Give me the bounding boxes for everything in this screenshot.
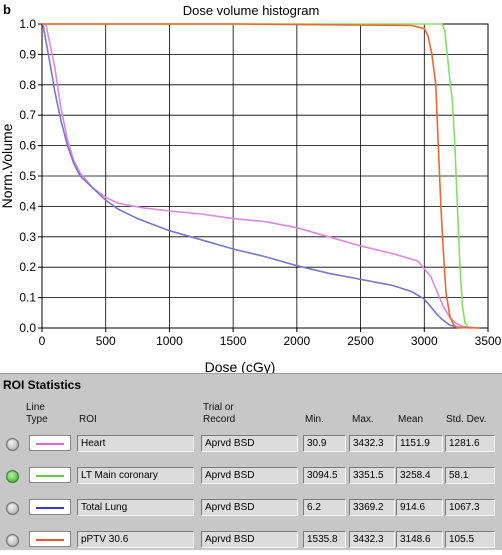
y-tick-label: 1.0 xyxy=(19,17,36,31)
y-tick-label: 0.6 xyxy=(19,139,36,153)
line-type-swatch[interactable] xyxy=(29,435,71,451)
line-type-swatch[interactable] xyxy=(29,531,71,547)
std-dev-field: 105.5 xyxy=(445,531,495,548)
roi-row: Heart Aprvd BSD 30.9 3432.3 1151.9 1281.6 xyxy=(0,433,502,459)
series-line-pptv-30-6 xyxy=(42,23,480,329)
y-tick-label: 0.7 xyxy=(19,108,36,122)
line-color-sample xyxy=(36,507,64,509)
roi-select-radio[interactable] xyxy=(6,438,19,451)
line-color-sample xyxy=(36,443,64,445)
trial-field: Aprvd BSD xyxy=(201,499,298,516)
y-tick-label: 0.1 xyxy=(19,291,36,305)
mean-field: 3258.4 xyxy=(396,467,443,484)
header-mean: Mean xyxy=(398,414,424,425)
line-color-sample xyxy=(36,539,64,541)
series-line-total-lung xyxy=(42,23,472,329)
header-line-type: Line Type xyxy=(26,402,48,425)
roi-row: Total Lung Aprvd BSD 6.2 3369.2 914.6 1067.3 xyxy=(0,497,502,523)
max-field: 3351.5 xyxy=(349,467,395,484)
x-tick-label: 0 xyxy=(39,334,46,348)
panel-label: b xyxy=(3,2,11,17)
roi-name-field: Total Lung xyxy=(77,499,194,516)
roi-row: LT Main coronary Aprvd BSD 3094.5 3351.5 325… xyxy=(0,465,502,491)
x-tick-label: 2500 xyxy=(347,334,374,348)
y-tick-label: 0.5 xyxy=(19,169,36,183)
y-tick-label: 0.9 xyxy=(19,47,36,61)
series-line-heart xyxy=(45,23,480,329)
min-field: 30.9 xyxy=(303,435,346,452)
max-field: 3432.3 xyxy=(349,531,395,548)
x-tick-label: 3000 xyxy=(411,334,438,348)
max-field: 3432.3 xyxy=(349,435,395,452)
x-tick-label: 2000 xyxy=(284,334,311,348)
mean-field: 914.6 xyxy=(396,499,443,516)
trial-field: Aprvd BSD xyxy=(201,435,298,452)
min-field: 6.2 xyxy=(303,499,346,516)
y-tick-label: 0.0 xyxy=(19,321,36,335)
dvh-plot: 0 500 1000 1500 2000 2500 3000 3500 0.0 0.1 0.2 0.3… xyxy=(0,3,502,375)
roi-select-radio[interactable] xyxy=(6,502,19,515)
roi-name-field: LT Main coronary xyxy=(77,467,194,484)
header-roi: ROI xyxy=(79,414,97,425)
min-field: 3094.5 xyxy=(303,467,346,484)
std-dev-field: 1281.6 xyxy=(445,435,495,452)
x-tick-label: 3500 xyxy=(475,334,502,348)
roi-statistics-title: ROI Statistics xyxy=(3,378,82,392)
roi-select-radio[interactable] xyxy=(6,534,19,547)
chart-title: Dose volume histogram xyxy=(183,3,320,18)
y-axis-label: Norm.Volume xyxy=(0,123,15,208)
series-line-lt-main-coronary xyxy=(42,23,470,329)
roi-name-field: pPTV 30.6 xyxy=(77,531,194,548)
max-field: 3369.2 xyxy=(349,499,395,516)
line-type-swatch[interactable] xyxy=(29,499,71,515)
y-tick-label: 0.2 xyxy=(19,260,36,274)
header-trial-or-record: Trial or Record xyxy=(203,402,236,425)
x-axis-label: Dose (cGy) xyxy=(205,359,276,375)
header-min: Min. xyxy=(305,414,324,425)
mean-field: 3148.6 xyxy=(396,531,443,548)
std-dev-field: 58.1 xyxy=(445,467,495,484)
roi-statistics-panel: ROI Statistics Line Type ROI Trial or Re… xyxy=(0,373,502,550)
line-color-sample xyxy=(36,475,64,477)
min-field: 1535.8 xyxy=(303,531,346,548)
trial-field: Aprvd BSD xyxy=(201,531,298,548)
roi-row: pPTV 30.6 Aprvd BSD 1535.8 3432.3 3148.6 105.… xyxy=(0,529,502,555)
header-max: Max. xyxy=(352,414,374,425)
x-tick-label: 1500 xyxy=(220,334,247,348)
roi-select-radio[interactable] xyxy=(6,470,19,483)
y-tick-label: 0.3 xyxy=(19,230,36,244)
trial-field: Aprvd BSD xyxy=(201,467,298,484)
dvh-chart: b 0 500 1000 1500 2000 2500 3000 3500 0.0 0.1 0.2 0… xyxy=(0,2,502,375)
line-type-swatch[interactable] xyxy=(29,467,71,483)
std-dev-field: 1067.3 xyxy=(445,499,495,516)
header-std-dev: Std. Dev. xyxy=(446,414,487,425)
mean-field: 1151.9 xyxy=(396,435,443,452)
y-tick-label: 0.4 xyxy=(19,199,36,213)
x-tick-label: 500 xyxy=(96,334,116,348)
x-tick-label: 1000 xyxy=(156,334,183,348)
y-tick-label: 0.8 xyxy=(19,78,36,92)
roi-name-field: Heart xyxy=(77,435,194,452)
